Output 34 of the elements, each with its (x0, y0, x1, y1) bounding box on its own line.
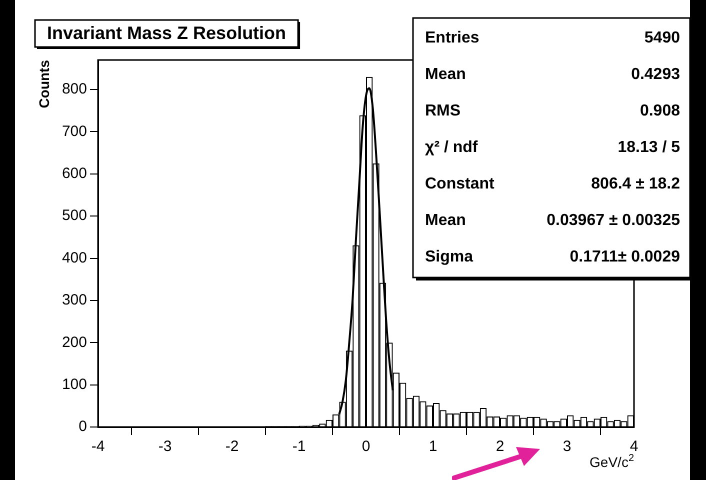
annotation: Constant (425, 175, 495, 192)
annotation: 0.1711± 0.0029 (570, 248, 680, 266)
x-tick-label: 2 (496, 438, 504, 456)
x-tick-label: -2 (225, 438, 239, 456)
x-tick-label: 1 (428, 438, 438, 456)
annotation: Mean (425, 66, 466, 83)
y-axis-title: Counts (36, 60, 52, 108)
annotation: Sigma (425, 248, 474, 266)
y-tick-label: 300 (62, 292, 87, 309)
x-tick-label: 3 (562, 438, 572, 456)
text: 5490 (644, 29, 680, 46)
annotation: 0.4293 (631, 66, 680, 83)
annotation: χ² / ndf (425, 138, 478, 156)
annotation: 806.4 ± 18.2 (591, 175, 680, 192)
y-tick-label: 200 (62, 334, 87, 351)
x-tick-label: 0 (362, 438, 370, 456)
text: Entries (425, 29, 480, 46)
x-tick-label: -3 (158, 438, 172, 456)
y-tick-label: 0 (78, 418, 87, 436)
y-tick-label: 600 (62, 165, 87, 182)
annotation: 18.13 / 5 (618, 138, 680, 156)
chart-title: Invariant Mass Z Resolution (47, 22, 286, 43)
text: 0.908 (640, 102, 680, 120)
annotation: Mean (425, 212, 466, 229)
x-tick-label: 4 (630, 438, 638, 456)
y-tick-label: 500 (62, 207, 87, 224)
y-tick-label: 700 (62, 122, 87, 140)
annotation: 0.03967 ± 0.00325 (546, 212, 680, 229)
x-tick-label: -4 (91, 438, 105, 456)
y-tick-label: 100 (62, 376, 87, 393)
y-tick-label: 800 (62, 80, 87, 98)
annotation: RMS (425, 102, 461, 120)
y-tick-label: 400 (62, 249, 87, 266)
x-tick-label: -1 (292, 438, 306, 456)
